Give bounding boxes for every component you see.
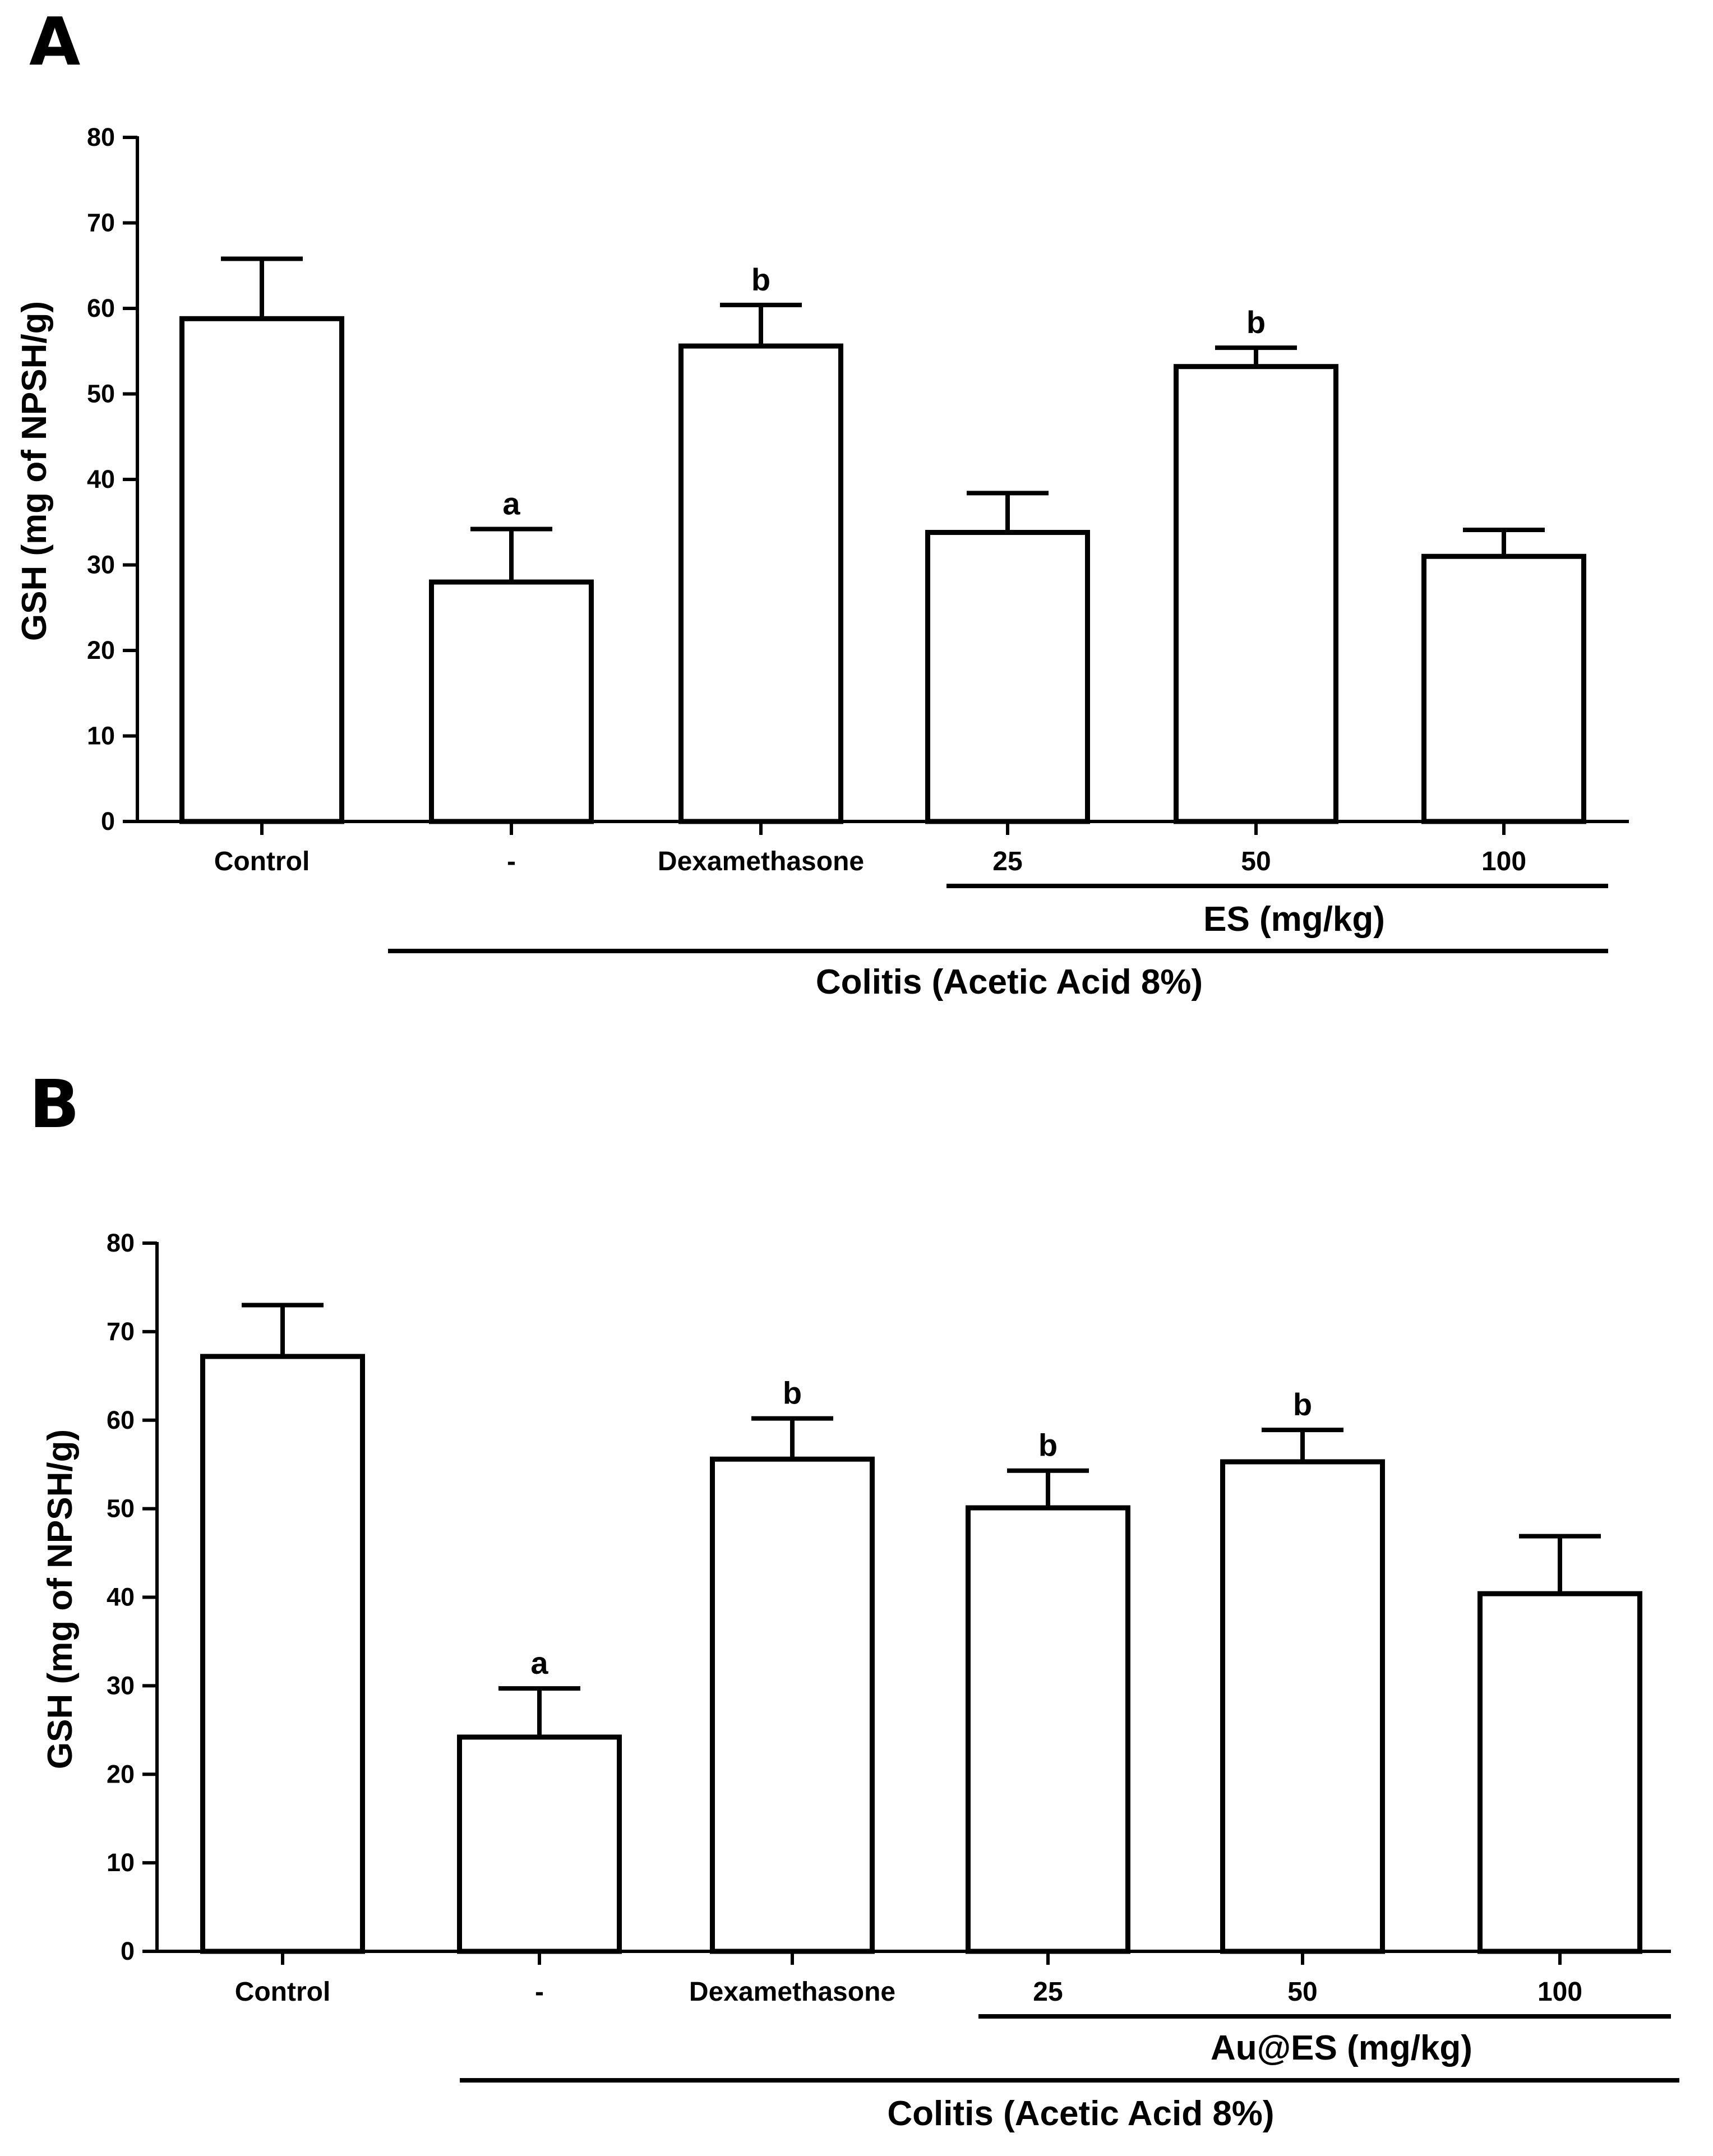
- bar: [710, 1456, 875, 1954]
- y-axis: 0 10 20 30 40 50 60 70 80: [87, 123, 139, 835]
- x-tick-label: 25: [992, 847, 1022, 876]
- panel-letter: A: [29, 3, 80, 80]
- dose-group-label: ES (mg/kg): [1203, 900, 1385, 939]
- y-axis-title: GSH (mg of NPSH/g): [41, 1429, 80, 1769]
- y-tick-label: 70: [107, 1317, 135, 1346]
- bar: [1421, 553, 1586, 824]
- x-tick-label: 100: [1537, 1977, 1582, 2007]
- y-tick-label: 10: [107, 1848, 135, 1877]
- bar: [200, 1354, 365, 1954]
- colitis-group-label: Colitis (Acetic Acid 8%): [816, 963, 1203, 1001]
- panel-b: B GSH (mg of NPSH/g) 0 10 20 30 40 50 60 70 80 a…: [29, 1065, 1679, 2133]
- y-tick-label: 20: [87, 636, 115, 664]
- y-tick-label: 0: [121, 1937, 135, 1965]
- bar: [678, 343, 843, 824]
- significance-label: b: [1293, 1387, 1312, 1422]
- significance-label: b: [751, 262, 770, 297]
- bar: [1174, 364, 1338, 824]
- x-tick-label: Dexamethasone: [658, 847, 864, 876]
- y-tick-label: 20: [107, 1760, 135, 1788]
- significance-label: b: [783, 1375, 802, 1411]
- y-tick-label: 40: [107, 1583, 135, 1612]
- significance-label: b: [1246, 304, 1266, 340]
- x-tick-label: 100: [1481, 847, 1526, 876]
- x-axis: Control - Dexamethasone 25 50 100: [155, 1950, 1671, 2007]
- bar: [1477, 1591, 1642, 1954]
- bar-series: a b b: [179, 256, 1586, 824]
- x-tick-label: -: [507, 847, 516, 876]
- bar: [179, 316, 344, 824]
- y-axis-title: GSH (mg of NPSH/g): [15, 301, 54, 641]
- x-tick-label: 50: [1241, 847, 1271, 876]
- y-tick-label: 0: [101, 807, 115, 835]
- panel-letter: B: [29, 1065, 80, 1143]
- bar: [966, 1505, 1130, 1954]
- y-tick-label: 60: [87, 294, 115, 322]
- bar: [457, 1734, 622, 1954]
- y-tick-label: 70: [87, 209, 115, 237]
- y-tick-label: 50: [87, 380, 115, 408]
- y-tick-label: 30: [87, 551, 115, 579]
- bar: [429, 579, 594, 824]
- y-tick-label: 80: [87, 123, 115, 151]
- significance-label: a: [502, 486, 520, 521]
- y-tick-label: 80: [107, 1229, 135, 1257]
- group-brackets: ES (mg/kg) Colitis (Acetic Acid 8%): [388, 884, 1608, 1001]
- y-tick-label: 30: [107, 1671, 135, 1700]
- y-tick-label: 60: [107, 1406, 135, 1434]
- y-tick-label: 50: [107, 1494, 135, 1523]
- x-axis: Control - Dexamethasone 25 50 100: [136, 820, 1629, 876]
- y-tick-label: 40: [87, 465, 115, 493]
- colitis-group-label: Colitis (Acetic Acid 8%): [887, 2094, 1274, 2133]
- group-brackets: Au@ES (mg/kg) Colitis (Acetic Acid 8%): [460, 2014, 1679, 2133]
- y-axis: 0 10 20 30 40 50 60 70 80: [107, 1229, 159, 1965]
- y-tick-label: 10: [87, 722, 115, 750]
- bar: [925, 530, 1090, 824]
- x-tick-label: 25: [1033, 1977, 1063, 2007]
- x-tick-label: Dexamethasone: [689, 1977, 895, 2007]
- bar: [1220, 1459, 1385, 1954]
- bar-series: a b b b: [200, 1303, 1642, 1954]
- panel-a: A GSH (mg of NPSH/g) 0 10 20 30 40 50 60 70 80 a…: [15, 3, 1629, 1001]
- x-tick-label: 50: [1287, 1977, 1317, 2007]
- significance-label: a: [530, 1645, 548, 1681]
- x-tick-label: Control: [235, 1977, 331, 2007]
- x-tick-label: Control: [214, 847, 310, 876]
- dose-group-label: Au@ES (mg/kg): [1211, 2029, 1472, 2067]
- x-tick-label: -: [535, 1977, 544, 2007]
- significance-label: b: [1038, 1428, 1058, 1463]
